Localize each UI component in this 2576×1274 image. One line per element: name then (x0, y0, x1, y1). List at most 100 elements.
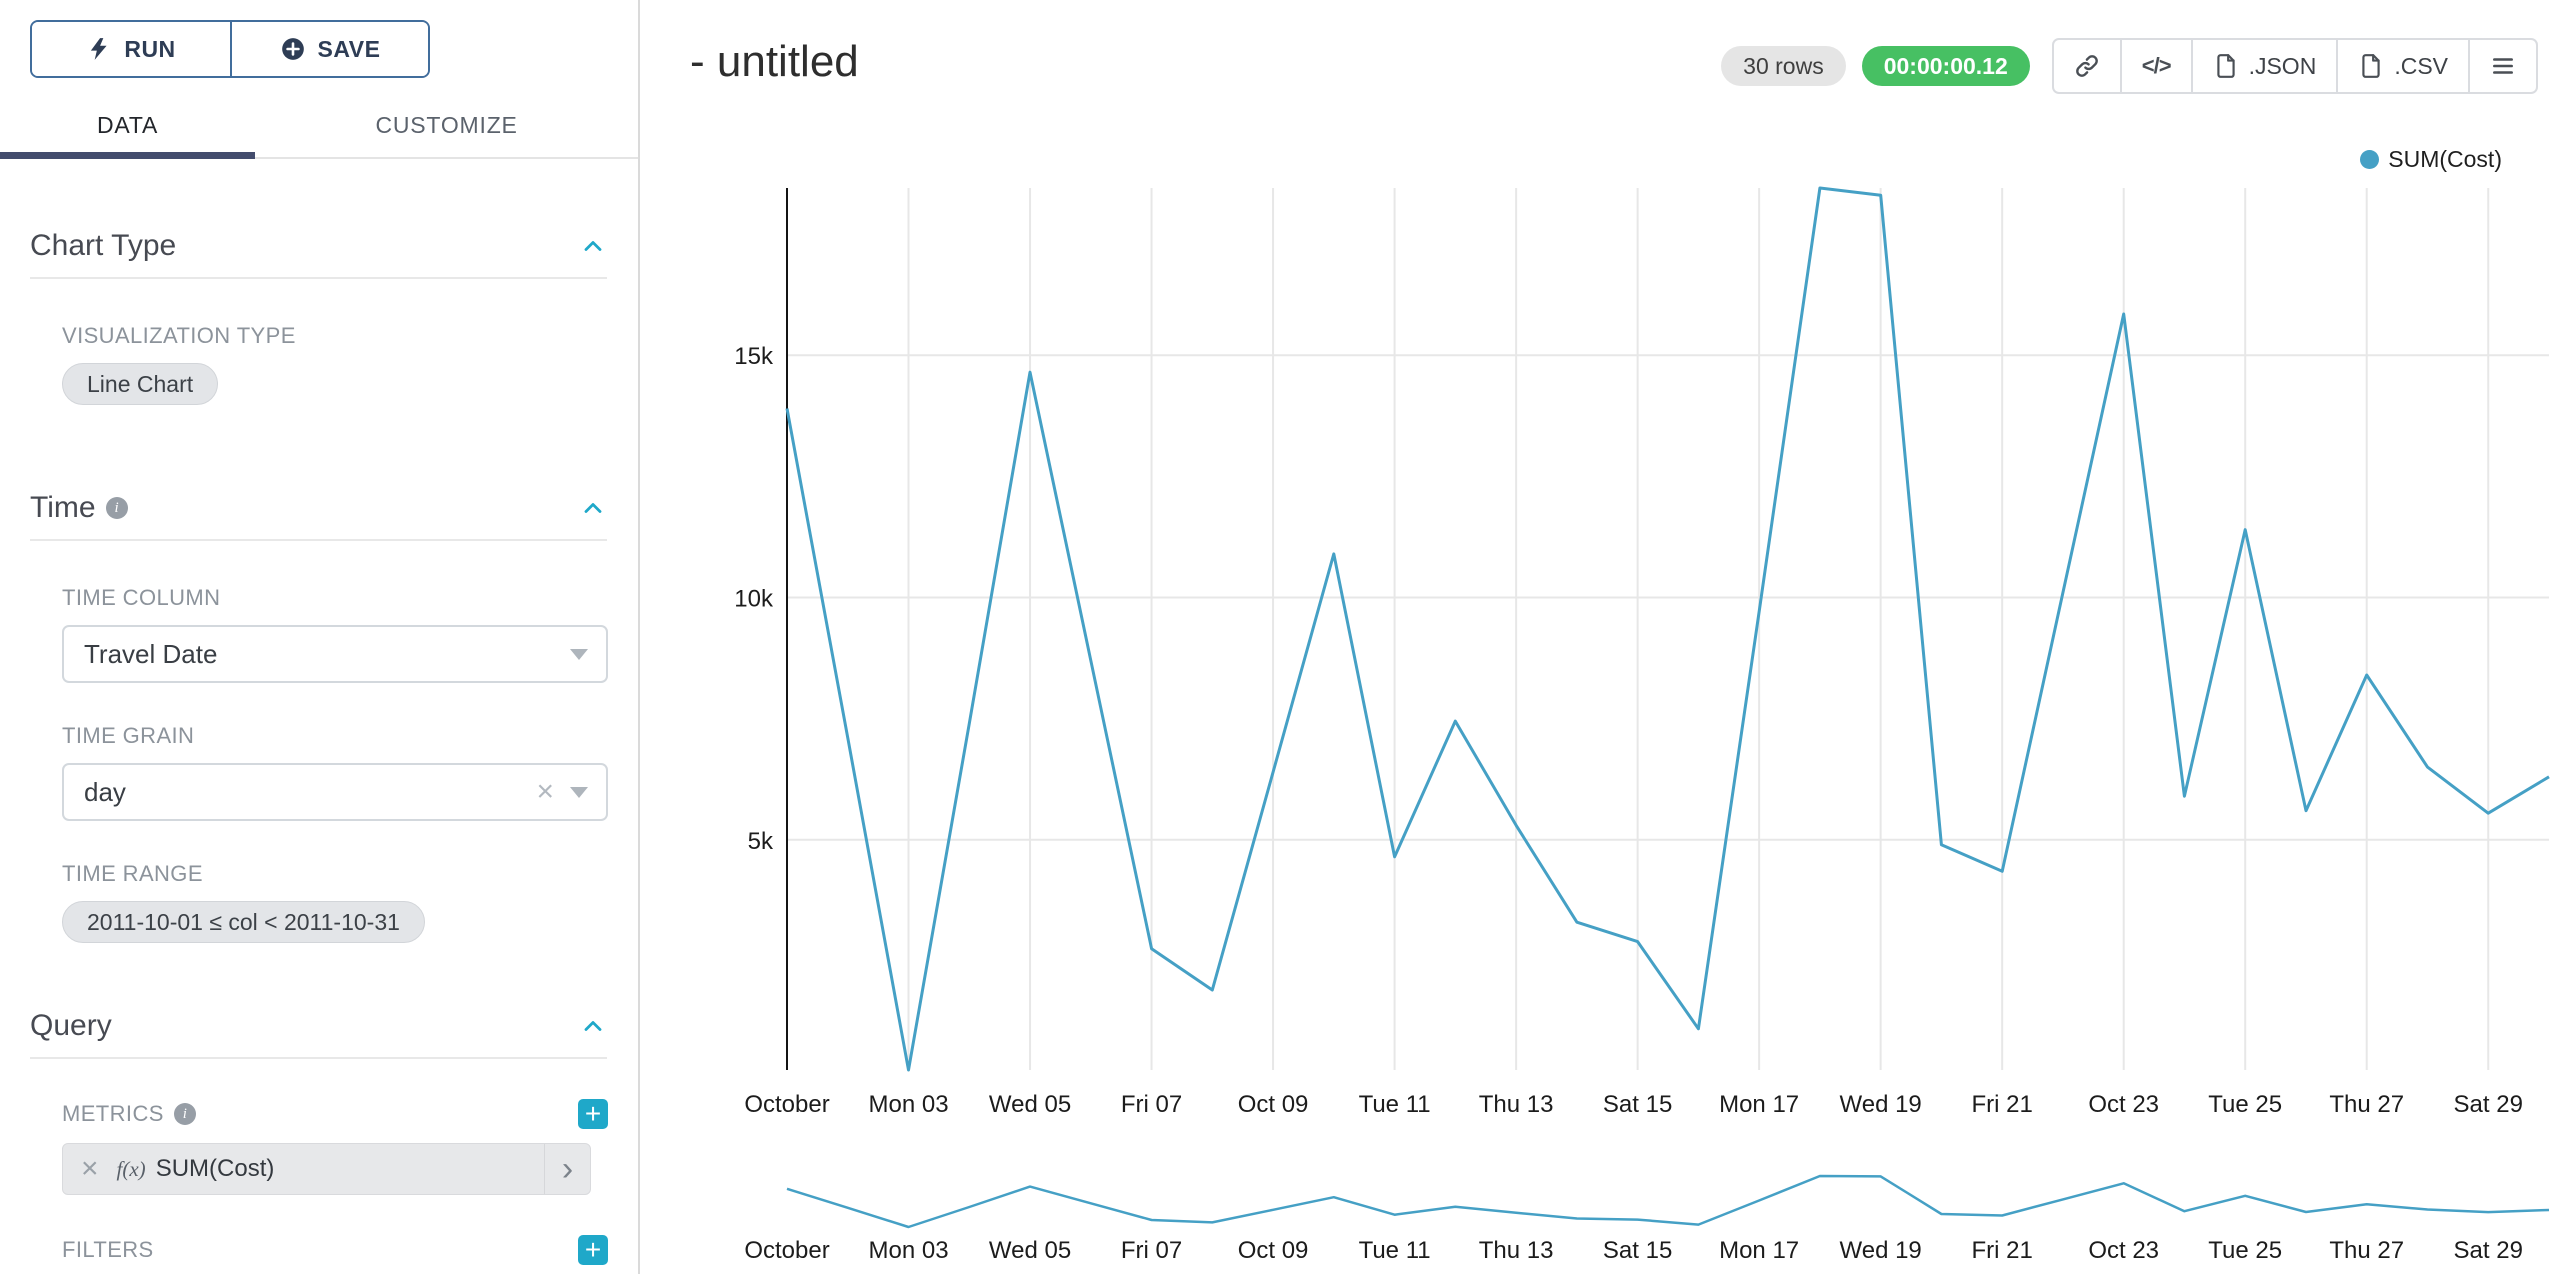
embed-code-button[interactable]: </> (2121, 38, 2193, 94)
info-icon: i (105, 497, 128, 519)
svg-text:October: October (744, 1091, 829, 1118)
section-query: Query (30, 1009, 607, 1043)
svg-text:Sat 29: Sat 29 (2454, 1237, 2523, 1264)
legend-series-dot (2360, 150, 2380, 169)
svg-text:15k: 15k (734, 343, 774, 370)
action-buttons: RUN SAVE (0, 0, 638, 78)
time-range-value[interactable]: 2011-10-01 ≤ col < 2011-10-31 (62, 901, 425, 943)
tab-customize[interactable]: CUSTOMIZE (375, 112, 518, 138)
add-metric-button[interactable]: + (578, 1099, 608, 1129)
metric-item[interactable]: × f(x) SUM(Cost) › (62, 1143, 591, 1195)
export-csv-button[interactable]: .CSV (2338, 38, 2470, 94)
chevron-up-icon[interactable] (579, 494, 607, 522)
export-button-group: </> .JSON .CSV (2051, 38, 2538, 94)
plus-circle-icon (281, 38, 304, 60)
svg-text:October: October (744, 1237, 829, 1264)
svg-text:Oct 09: Oct 09 (1238, 1237, 1309, 1264)
run-button[interactable]: RUN (32, 22, 230, 76)
clear-icon[interactable]: × (536, 775, 554, 808)
metrics-label: METRICS (62, 1101, 164, 1126)
time-column-select[interactable]: Travel Date (62, 625, 608, 683)
svg-text:Fri 21: Fri 21 (1971, 1237, 2032, 1264)
code-icon: </> (2141, 53, 2172, 78)
svg-text:10k: 10k (734, 586, 774, 613)
svg-text:Oct 23: Oct 23 (2088, 1237, 2159, 1264)
svg-text:Fri 21: Fri 21 (1971, 1091, 2032, 1118)
section-time: Time i (30, 491, 607, 525)
metrics-header: METRICS i + (62, 1099, 608, 1129)
svg-text:Thu 27: Thu 27 (2329, 1091, 2404, 1118)
svg-text:Tue 25: Tue 25 (2208, 1237, 2282, 1264)
chart-type-section-title: Chart Type (30, 229, 177, 262)
caret-down-icon (570, 786, 588, 798)
tab-data[interactable]: DATA (0, 96, 256, 159)
time-grain-select[interactable]: day × (62, 763, 608, 821)
svg-text:Thu 27: Thu 27 (2329, 1237, 2404, 1264)
function-icon: f(x) (116, 1156, 146, 1181)
svg-text:Thu 13: Thu 13 (1479, 1091, 1554, 1118)
chart-legend[interactable]: SUM(Cost) (2360, 146, 2502, 173)
chart-header-toolbar: 30 rows 00:00:00.12 </> .JSON .CSV (1721, 36, 2538, 96)
chart-title[interactable]: - untitled (690, 37, 859, 86)
svg-text:Mon 03: Mon 03 (868, 1237, 948, 1264)
remove-metric-icon[interactable]: × (81, 1152, 99, 1185)
run-button-label: RUN (124, 35, 176, 62)
legend-series-label: SUM(Cost) (2388, 146, 2502, 172)
lightning-icon (91, 38, 107, 60)
svg-text:Mon 17: Mon 17 (1719, 1237, 1799, 1264)
metric-name: SUM(Cost) (155, 1155, 275, 1182)
export-json-button[interactable]: .JSON (2192, 38, 2339, 94)
svg-text:Tue 25: Tue 25 (2208, 1091, 2282, 1118)
svg-text:Sat 15: Sat 15 (1603, 1237, 1672, 1264)
chevron-right-icon: › (544, 1144, 590, 1194)
svg-text:Fri 07: Fri 07 (1121, 1091, 1182, 1118)
time-range-label: TIME RANGE (62, 861, 203, 886)
section-divider (30, 1057, 607, 1059)
svg-text:Wed 05: Wed 05 (989, 1091, 1071, 1118)
menu-button[interactable] (2470, 38, 2538, 94)
info-icon: i (173, 1103, 196, 1125)
hamburger-icon (2493, 58, 2513, 74)
run-save-group: RUN SAVE (30, 20, 430, 78)
link-icon (2075, 55, 2098, 77)
time-section-title: Time (30, 491, 96, 524)
visualization-type-value[interactable]: Line Chart (62, 363, 219, 405)
timeseries-line-chart: 15k 10k 5k October October Mon 03 Mon 03 Wed 05… (734, 186, 2550, 1264)
add-filter-button[interactable]: + (578, 1235, 608, 1265)
control-panel: RUN SAVE DATA CUSTOMIZE Chart Type VISUA… (0, 0, 640, 1274)
chart-panel: - untitled 30 rows 00:00:00.12 </> .JSON… (640, 0, 2576, 1274)
panel-tabs: DATA CUSTOMIZE (0, 96, 638, 159)
share-link-button[interactable] (2051, 38, 2122, 94)
section-chart-type: Chart Type (30, 229, 607, 263)
query-timer-badge: 00:00:00.12 (1861, 46, 2030, 86)
svg-text:Mon 03: Mon 03 (868, 1091, 948, 1118)
svg-text:Tue 11: Tue 11 (1359, 1091, 1431, 1118)
file-icon (2362, 54, 2380, 78)
export-csv-label: .CSV (2394, 52, 2448, 79)
chevron-up-icon[interactable] (579, 232, 607, 260)
time-grain-label: TIME GRAIN (62, 723, 195, 748)
svg-text:Sat 15: Sat 15 (1603, 1091, 1672, 1118)
row-count-badge: 30 rows (1721, 46, 1846, 86)
svg-text:Wed 05: Wed 05 (989, 1237, 1071, 1264)
svg-text:Fri 07: Fri 07 (1121, 1237, 1182, 1264)
svg-text:Thu 13: Thu 13 (1479, 1237, 1554, 1264)
chevron-up-icon[interactable] (579, 1012, 607, 1040)
control-sections: Chart Type VISUALIZATION TYPE Line Chart… (0, 229, 638, 1265)
time-column-label: TIME COLUMN (62, 585, 221, 610)
svg-text:Oct 23: Oct 23 (2088, 1091, 2159, 1118)
filters-header: FILTERS + (62, 1235, 608, 1265)
time-grain-value: day (84, 776, 126, 807)
filters-label: FILTERS (62, 1237, 154, 1262)
visualization-type-label: VISUALIZATION TYPE (62, 323, 296, 348)
svg-text:Wed 19: Wed 19 (1840, 1091, 1922, 1118)
query-section-title: Query (30, 1009, 112, 1042)
time-column-value: Travel Date (84, 638, 218, 669)
svg-text:Tue 11: Tue 11 (1359, 1237, 1431, 1264)
export-json-label: .JSON (2248, 52, 2317, 79)
file-icon (2216, 54, 2235, 78)
save-button[interactable]: SAVE (230, 22, 428, 76)
svg-text:Sat 29: Sat 29 (2454, 1091, 2523, 1118)
section-divider (30, 277, 607, 279)
